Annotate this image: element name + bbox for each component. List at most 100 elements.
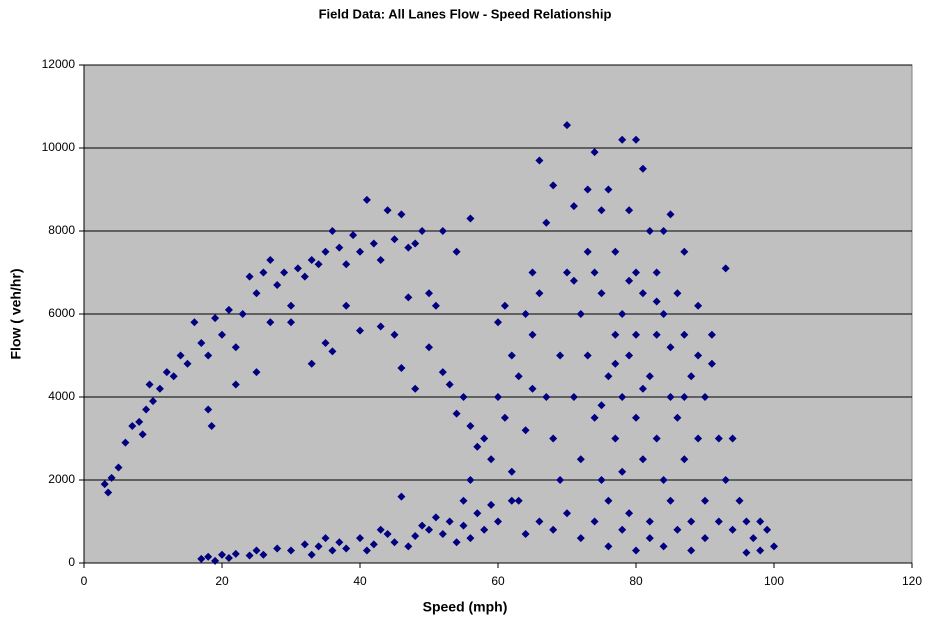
data-point (645, 534, 654, 543)
data-point (328, 227, 337, 235)
data-point (632, 413, 640, 422)
data-point (145, 380, 154, 389)
data-point (487, 455, 496, 464)
data-point (466, 476, 475, 484)
data-point (500, 413, 509, 422)
data-point (466, 214, 475, 223)
data-point (680, 330, 689, 339)
data-point (625, 351, 634, 360)
data-point (556, 351, 565, 360)
data-point (307, 550, 316, 559)
data-point (632, 268, 640, 277)
data-point (652, 434, 661, 443)
data-point (321, 247, 330, 256)
data-point (611, 434, 620, 443)
data-point (673, 525, 682, 534)
data-point (597, 206, 606, 215)
y-tick-label: 8000 (48, 223, 75, 237)
data-point (149, 397, 157, 406)
data-point (590, 517, 599, 526)
data-point (273, 280, 282, 289)
data-point (266, 318, 275, 327)
data-point (169, 372, 178, 381)
data-point (204, 405, 213, 414)
data-point (259, 550, 268, 559)
data-point (549, 525, 558, 534)
data-point (590, 268, 599, 277)
data-point (542, 218, 551, 227)
data-point (666, 496, 675, 505)
data-point (714, 434, 723, 443)
data-point (362, 195, 371, 204)
data-point (480, 525, 489, 534)
data-point (218, 550, 226, 559)
data-point (459, 393, 468, 401)
data-point (459, 521, 468, 530)
data-point (376, 256, 385, 265)
data-point (245, 551, 254, 560)
data-point (300, 272, 309, 281)
data-point (563, 509, 571, 518)
data-point (114, 463, 123, 472)
data-point (314, 260, 323, 269)
x-tick-label: 80 (629, 574, 643, 588)
data-point (604, 496, 613, 505)
data-point (404, 542, 413, 551)
data-point (742, 548, 751, 557)
data-point (176, 351, 185, 360)
data-point (335, 538, 344, 547)
data-point (411, 532, 420, 541)
data-point (390, 538, 399, 547)
data-point (576, 455, 585, 464)
data-point (328, 347, 337, 356)
data-point (673, 413, 682, 422)
data-point (694, 434, 703, 443)
data-point (556, 476, 565, 484)
data-point (611, 359, 620, 368)
data-point (445, 517, 454, 526)
data-point (356, 247, 364, 256)
data-point (625, 509, 634, 518)
data-point (756, 517, 765, 526)
data-point (438, 227, 447, 235)
data-point (342, 301, 351, 310)
data-point (307, 359, 316, 368)
data-point (390, 330, 399, 339)
data-point (645, 372, 654, 381)
data-point (528, 268, 537, 277)
data-point (583, 185, 592, 194)
data-point (252, 368, 261, 377)
data-point (680, 455, 689, 464)
data-point (576, 534, 585, 543)
chart-title: Field Data: All Lanes Flow - Speed Relat… (319, 6, 612, 21)
data-point (397, 363, 406, 372)
data-point (397, 210, 406, 219)
data-point (211, 556, 220, 565)
data-point (638, 384, 647, 393)
data-point (687, 546, 696, 555)
data-point (563, 121, 571, 130)
data-point (480, 434, 489, 443)
data-point (507, 496, 516, 505)
data-point (438, 529, 447, 538)
data-point (138, 430, 147, 439)
data-point (466, 534, 475, 543)
data-point (632, 546, 640, 555)
data-point (452, 247, 461, 256)
data-point (121, 438, 130, 447)
y-tick-label: 4000 (48, 389, 75, 403)
x-tick-label: 60 (491, 574, 505, 588)
data-point (259, 268, 268, 277)
data-point (707, 359, 716, 368)
data-point (418, 521, 427, 530)
data-point (694, 351, 703, 360)
data-point (342, 260, 351, 269)
data-point (569, 276, 578, 285)
data-point (632, 330, 640, 339)
data-point (411, 384, 420, 393)
data-point (735, 496, 744, 505)
data-point (204, 351, 213, 360)
data-point (356, 326, 364, 335)
